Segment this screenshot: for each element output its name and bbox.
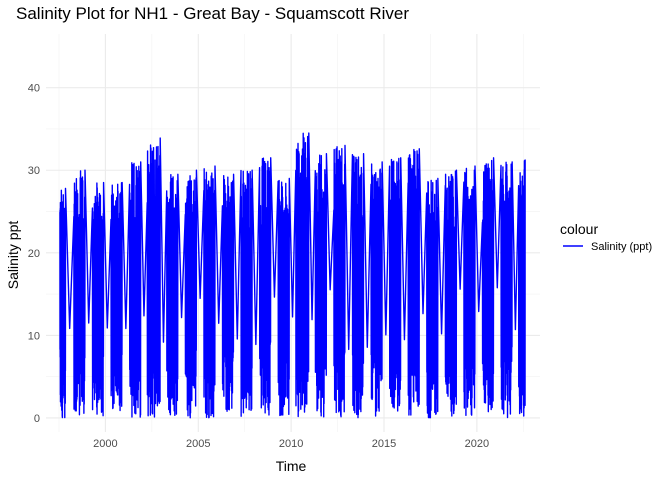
y-tick-label: 0	[34, 413, 40, 425]
series-salinity	[59, 132, 526, 419]
y-tick-label: 20	[28, 248, 40, 260]
legend-title: colour	[560, 221, 598, 237]
legend-label: Salinity (ppt)	[591, 241, 652, 253]
legend: colour Salinity (ppt)	[560, 221, 652, 253]
y-tick-label: 10	[28, 330, 40, 342]
y-tick-label: 30	[28, 165, 40, 177]
x-tick-label: 2020	[465, 438, 489, 450]
chart-title: Salinity Plot for NH1 - Great Bay - Squa…	[16, 4, 410, 23]
axes: 0 10 20 30 40 2000 2005 2010 2015 2020	[28, 83, 489, 450]
x-tick-label: 2000	[93, 438, 117, 450]
x-tick-label: 2015	[372, 438, 396, 450]
y-axis-title: Salinity ppt	[5, 221, 21, 290]
x-tick-label: 2005	[186, 438, 210, 450]
x-tick-label: 2010	[279, 438, 303, 450]
series-line	[59, 132, 526, 419]
y-tick-label: 40	[28, 83, 40, 95]
x-axis-title: Time	[276, 458, 307, 474]
